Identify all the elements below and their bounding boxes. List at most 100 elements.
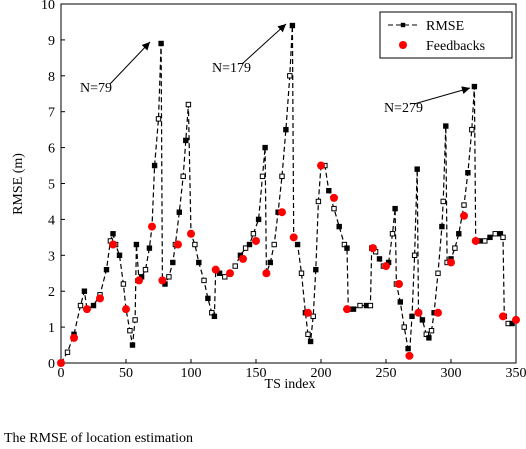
rmse-marker bbox=[470, 127, 474, 131]
feedback-marker bbox=[148, 223, 156, 231]
rmse-marker bbox=[256, 217, 260, 221]
feedback-marker bbox=[83, 305, 91, 313]
rmse-marker bbox=[233, 264, 237, 268]
x-tick-label: 200 bbox=[311, 366, 332, 381]
feedback-marker bbox=[330, 194, 338, 202]
feedback-marker bbox=[415, 309, 423, 317]
rmse-marker bbox=[429, 328, 433, 332]
feedback-marker bbox=[96, 294, 104, 302]
y-tick-label: 8 bbox=[48, 70, 55, 85]
annotation-arrow bbox=[110, 42, 150, 84]
rmse-marker bbox=[351, 307, 355, 311]
rmse-marker bbox=[128, 328, 132, 332]
rmse-marker bbox=[177, 210, 181, 214]
rmse-marker bbox=[104, 267, 108, 271]
rmse-marker bbox=[167, 275, 171, 279]
rmse-marker bbox=[457, 232, 461, 236]
annotation: N=79 bbox=[80, 81, 112, 96]
rmse-marker bbox=[402, 325, 406, 329]
rmse-marker bbox=[272, 242, 276, 246]
feedback-marker bbox=[382, 262, 390, 270]
rmse-marker bbox=[412, 253, 416, 257]
rmse-marker bbox=[483, 239, 487, 243]
rmse-marker bbox=[441, 199, 445, 203]
rmse-marker bbox=[501, 235, 505, 239]
y-tick-label: 2 bbox=[48, 285, 55, 300]
annotation-arrow bbox=[414, 88, 470, 104]
feedback-marker bbox=[252, 237, 260, 245]
rmse-marker bbox=[462, 203, 466, 207]
y-tick-label: 3 bbox=[48, 249, 55, 264]
feedback-marker bbox=[174, 241, 182, 249]
feedback-marker bbox=[499, 312, 507, 320]
rmse-marker bbox=[316, 199, 320, 203]
rmse-marker bbox=[171, 260, 175, 264]
y-tick-label: 1 bbox=[48, 321, 55, 336]
rmse-marker bbox=[143, 267, 147, 271]
rmse-marker bbox=[133, 318, 137, 322]
rmse-marker bbox=[327, 188, 331, 192]
rmse-marker bbox=[290, 23, 294, 27]
feedback-marker bbox=[405, 352, 413, 360]
rmse-marker bbox=[197, 260, 201, 264]
rmse-marker bbox=[82, 289, 86, 293]
feedback-marker bbox=[57, 359, 65, 367]
rmse-marker bbox=[415, 167, 419, 171]
rmse-marker bbox=[299, 271, 303, 275]
feedback-marker bbox=[512, 316, 520, 324]
feedback-marker bbox=[109, 241, 117, 249]
feedback-marker bbox=[304, 309, 312, 317]
annotation-arrow bbox=[242, 24, 286, 64]
rmse-marker bbox=[393, 206, 397, 210]
rmse-marker bbox=[202, 278, 206, 282]
legend-label: Feedbacks bbox=[426, 39, 485, 54]
rmse-marker bbox=[436, 271, 440, 275]
rmse-marker bbox=[410, 314, 414, 318]
feedback-marker bbox=[122, 305, 130, 313]
legend-marker bbox=[399, 41, 407, 49]
x-tick-label: 150 bbox=[246, 366, 267, 381]
rmse-marker bbox=[91, 303, 95, 307]
rmse-marker bbox=[377, 257, 381, 261]
rmse-marker bbox=[295, 242, 299, 246]
rmse-marker bbox=[130, 343, 134, 347]
rmse-marker bbox=[247, 242, 251, 246]
y-tick-label: 9 bbox=[48, 34, 55, 49]
y-tick-label: 6 bbox=[48, 142, 55, 157]
rmse-marker bbox=[406, 346, 410, 350]
legend-label: RMSE bbox=[426, 19, 464, 34]
rmse-marker bbox=[398, 300, 402, 304]
rmse-marker bbox=[420, 318, 424, 322]
feedback-marker bbox=[278, 208, 286, 216]
rmse-marker bbox=[181, 174, 185, 178]
feedback-marker bbox=[135, 276, 143, 284]
rmse-marker bbox=[78, 303, 82, 307]
feedback-marker bbox=[343, 305, 351, 313]
feedback-marker bbox=[158, 276, 166, 284]
feedback-marker bbox=[226, 269, 234, 277]
feedback-marker bbox=[369, 244, 377, 252]
rmse-marker bbox=[308, 339, 312, 343]
rmse-marker bbox=[117, 253, 121, 257]
rmse-marker bbox=[488, 235, 492, 239]
rmse-marker bbox=[306, 332, 310, 336]
x-tick-label: 300 bbox=[441, 366, 462, 381]
rmse-marker bbox=[288, 74, 292, 78]
y-tick-label: 5 bbox=[48, 178, 55, 193]
feedback-marker bbox=[317, 162, 325, 170]
legend-marker bbox=[401, 23, 405, 27]
rmse-marker bbox=[212, 314, 216, 318]
rmse-marker bbox=[345, 246, 349, 250]
rmse-marker bbox=[65, 350, 69, 354]
y-tick-label: 4 bbox=[48, 213, 55, 228]
rmse-marker bbox=[280, 174, 284, 178]
rmse-marker bbox=[159, 41, 163, 45]
rmse-marker bbox=[111, 232, 115, 236]
feedback-marker bbox=[290, 233, 298, 241]
rmse-marker bbox=[427, 336, 431, 340]
y-tick-label: 7 bbox=[48, 106, 55, 121]
x-tick-label: 100 bbox=[181, 366, 202, 381]
rmse-marker bbox=[186, 102, 190, 106]
rmse-marker bbox=[268, 260, 272, 264]
x-tick-label: 50 bbox=[119, 366, 133, 381]
